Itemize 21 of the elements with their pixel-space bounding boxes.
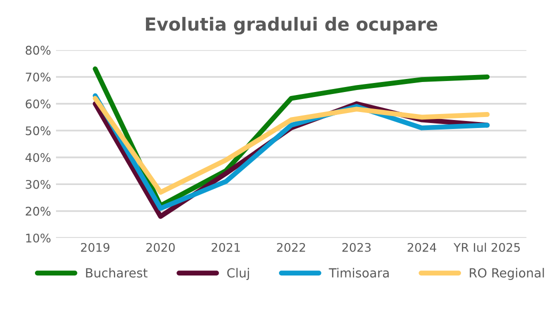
- legend-label: RO Regional: [470, 268, 544, 280]
- x-tick-label: 2023: [342, 242, 371, 252]
- x-tick-label: YR Iul 2025: [454, 242, 520, 252]
- x-tick-label: 2021: [212, 242, 240, 252]
- x-tick-label: 2022: [277, 242, 306, 252]
- x-tick-label: 2020: [146, 242, 175, 252]
- y-tick-label: 60%: [26, 99, 50, 108]
- y-tick-label: 80%: [26, 46, 50, 55]
- legend-label: Bucharest: [86, 268, 148, 278]
- y-tick-label: 50%: [26, 126, 50, 136]
- x-tick-label: 2024: [408, 242, 436, 252]
- y-tick-label: 10%: [26, 234, 50, 243]
- legend-label: Timisoara: [328, 268, 389, 278]
- y-tick-label: 30%: [26, 180, 50, 189]
- line-series: [92, 96, 490, 195]
- y-tick-label: 70%: [26, 72, 50, 82]
- chart-title: Evolutia gradului de ocupare: [146, 16, 438, 35]
- y-tick-label: 40%: [25, 153, 50, 162]
- legend-label: Cluj: [227, 268, 249, 280]
- y-tick-label: 20%: [26, 206, 50, 216]
- x-tick-label: 2019: [81, 242, 110, 252]
